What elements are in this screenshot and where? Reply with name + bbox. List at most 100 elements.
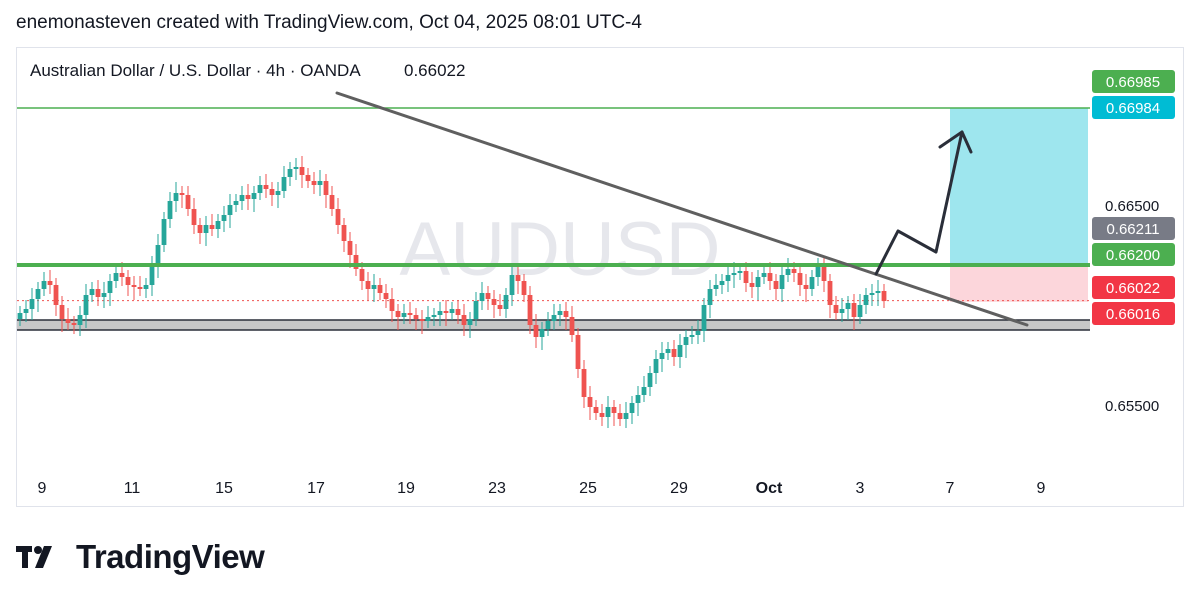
x-tick-label: 29 xyxy=(670,480,688,497)
candle-body xyxy=(695,331,701,335)
candle-body xyxy=(449,309,455,313)
candle-body xyxy=(29,299,35,309)
candle-body xyxy=(557,311,563,315)
candle-body xyxy=(779,275,785,289)
candle-body xyxy=(197,225,203,233)
candle-body xyxy=(215,221,221,229)
candle-body xyxy=(161,219,167,245)
brand-name: TradingView xyxy=(76,538,265,575)
projection-arrow xyxy=(874,130,964,276)
candle-body xyxy=(683,337,689,345)
candle-body xyxy=(875,291,881,293)
candle-body xyxy=(641,387,647,395)
candle-body xyxy=(473,301,479,319)
candle-body xyxy=(275,191,281,195)
x-tick-label: 7 xyxy=(946,480,955,497)
candle-body xyxy=(815,267,821,277)
candle-body xyxy=(323,181,329,195)
candle-body xyxy=(659,353,665,359)
candle-body xyxy=(125,277,131,285)
candle-body xyxy=(671,349,677,357)
candle-body xyxy=(701,305,707,331)
candle-body xyxy=(389,299,395,311)
candle-body xyxy=(95,289,101,297)
price-label-target: 0.66985 xyxy=(1106,74,1160,91)
candle-body xyxy=(857,305,863,317)
candle-body xyxy=(563,311,569,317)
candle-body xyxy=(575,335,581,369)
candle-body xyxy=(797,273,803,285)
candle-body xyxy=(335,209,341,225)
candle-body xyxy=(395,311,401,317)
candle-body xyxy=(803,285,809,289)
candle-body xyxy=(293,167,299,169)
chart-credit: enemonasteven created with TradingView.c… xyxy=(16,12,642,33)
price-label-box xyxy=(1092,276,1175,299)
candle-body xyxy=(647,373,653,387)
x-tick-label: 11 xyxy=(124,480,141,497)
candle-body xyxy=(437,311,443,315)
candle-body xyxy=(443,311,449,313)
candle-body xyxy=(155,245,161,265)
candle-body xyxy=(515,275,521,281)
price-label-box xyxy=(1092,302,1175,325)
candle-body xyxy=(479,293,485,301)
candle-body xyxy=(41,281,47,289)
x-tick-label: 19 xyxy=(397,480,415,497)
candle-body xyxy=(179,193,185,195)
candle-body xyxy=(605,407,611,417)
candle-body xyxy=(503,295,509,309)
candle-body xyxy=(299,167,305,175)
candle-body xyxy=(143,285,149,289)
candle-body xyxy=(383,293,389,299)
candle-body xyxy=(611,407,617,413)
candle-body xyxy=(851,303,857,317)
candle-body xyxy=(833,305,839,313)
candle-body xyxy=(101,293,107,297)
y-tick-label: 0.66500 xyxy=(1105,198,1159,215)
candle-body xyxy=(263,185,269,189)
candle-body xyxy=(377,285,383,293)
candle-body xyxy=(629,403,635,413)
candle-body xyxy=(233,201,239,205)
x-tick-label: 9 xyxy=(1037,480,1046,497)
candle-body xyxy=(53,285,59,305)
candle-body xyxy=(23,309,29,313)
candle-body xyxy=(77,315,83,325)
candle-body xyxy=(311,181,317,185)
candle-body xyxy=(221,215,227,221)
candle-body xyxy=(341,225,347,241)
candle-body xyxy=(491,299,497,305)
candle-body xyxy=(113,273,119,281)
candle-body xyxy=(461,315,467,325)
candle-body xyxy=(677,345,683,357)
candle-body xyxy=(551,315,557,321)
price-label-box xyxy=(1092,217,1175,240)
candle-body xyxy=(149,265,155,285)
candle-body xyxy=(455,309,461,315)
candle-body xyxy=(185,195,191,209)
candle-body xyxy=(347,241,353,255)
candle-body xyxy=(371,285,377,289)
last-price-value: 0.66022 xyxy=(404,61,465,80)
candle-body xyxy=(761,273,767,277)
candle-body xyxy=(725,275,731,281)
loss-zone xyxy=(950,265,1088,302)
candle-body xyxy=(173,193,179,201)
candle-body xyxy=(593,407,599,413)
candle-body xyxy=(413,315,419,319)
candle-body xyxy=(83,295,89,315)
profit-zone xyxy=(950,108,1088,265)
candle-body xyxy=(137,287,143,289)
price-label-profit: 0.66984 xyxy=(1106,100,1160,117)
brand[interactable]: TradingView xyxy=(16,538,265,576)
candle-body xyxy=(281,177,287,191)
candle-body xyxy=(743,271,749,283)
candle-body xyxy=(767,273,773,281)
candle-body xyxy=(785,269,791,275)
candle-body xyxy=(527,295,533,325)
candle-body xyxy=(809,277,815,289)
price-label-gray: 0.66211 xyxy=(1106,221,1159,238)
price-label-stop: 0.66016 xyxy=(1106,306,1160,323)
